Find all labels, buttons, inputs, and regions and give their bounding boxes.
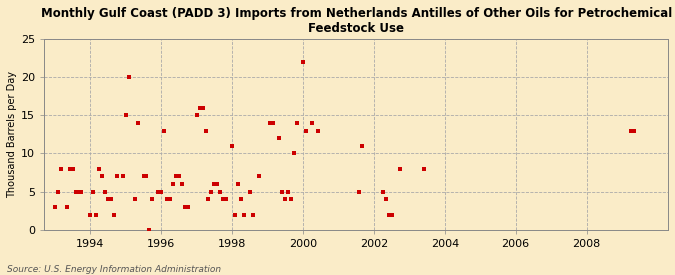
- Point: [268, 121, 279, 125]
- Point: [105, 197, 116, 201]
- Point: [626, 128, 637, 133]
- Point: [227, 144, 238, 148]
- Point: [418, 166, 429, 171]
- Point: [171, 174, 182, 178]
- Point: [182, 205, 193, 209]
- Point: [76, 189, 87, 194]
- Point: [111, 174, 122, 178]
- Y-axis label: Thousand Barrels per Day: Thousand Barrels per Day: [7, 71, 17, 198]
- Point: [176, 182, 187, 186]
- Point: [173, 174, 184, 178]
- Point: [221, 197, 232, 201]
- Point: [68, 166, 78, 171]
- Point: [94, 166, 105, 171]
- Point: [165, 197, 176, 201]
- Point: [298, 60, 308, 64]
- Point: [628, 128, 639, 133]
- Point: [144, 228, 155, 232]
- Point: [230, 212, 240, 217]
- Point: [377, 189, 388, 194]
- Point: [286, 197, 296, 201]
- Point: [236, 197, 246, 201]
- Point: [354, 189, 364, 194]
- Point: [247, 212, 258, 217]
- Point: [253, 174, 264, 178]
- Point: [53, 189, 63, 194]
- Point: [120, 113, 131, 117]
- Point: [85, 212, 96, 217]
- Point: [200, 128, 211, 133]
- Point: [280, 197, 291, 201]
- Point: [215, 189, 225, 194]
- Point: [197, 105, 208, 110]
- Point: [274, 136, 285, 140]
- Point: [88, 189, 99, 194]
- Point: [289, 151, 300, 156]
- Point: [180, 205, 190, 209]
- Point: [233, 182, 244, 186]
- Point: [124, 75, 134, 79]
- Point: [167, 182, 178, 186]
- Point: [61, 205, 72, 209]
- Point: [162, 197, 173, 201]
- Point: [55, 166, 66, 171]
- Point: [103, 197, 113, 201]
- Point: [277, 189, 288, 194]
- Point: [141, 174, 152, 178]
- Point: [292, 121, 302, 125]
- Point: [100, 189, 111, 194]
- Point: [306, 121, 317, 125]
- Point: [132, 121, 143, 125]
- Point: [386, 212, 397, 217]
- Point: [300, 128, 311, 133]
- Point: [138, 174, 149, 178]
- Point: [244, 189, 255, 194]
- Point: [117, 174, 128, 178]
- Point: [265, 121, 276, 125]
- Point: [356, 144, 367, 148]
- Title: Monthly Gulf Coast (PADD 3) Imports from Netherlands Antilles of Other Oils for : Monthly Gulf Coast (PADD 3) Imports from…: [40, 7, 672, 35]
- Text: Source: U.S. Energy Information Administration: Source: U.S. Energy Information Administ…: [7, 265, 221, 274]
- Point: [156, 189, 167, 194]
- Point: [380, 197, 391, 201]
- Point: [73, 189, 84, 194]
- Point: [206, 189, 217, 194]
- Point: [109, 212, 119, 217]
- Point: [97, 174, 107, 178]
- Point: [91, 212, 102, 217]
- Point: [209, 182, 220, 186]
- Point: [383, 212, 394, 217]
- Point: [313, 128, 323, 133]
- Point: [283, 189, 294, 194]
- Point: [129, 197, 140, 201]
- Point: [395, 166, 406, 171]
- Point: [203, 197, 214, 201]
- Point: [159, 128, 169, 133]
- Point: [212, 182, 223, 186]
- Point: [238, 212, 249, 217]
- Point: [153, 189, 163, 194]
- Point: [218, 197, 229, 201]
- Point: [147, 197, 158, 201]
- Point: [194, 105, 205, 110]
- Point: [64, 166, 75, 171]
- Point: [70, 189, 81, 194]
- Point: [191, 113, 202, 117]
- Point: [49, 205, 60, 209]
